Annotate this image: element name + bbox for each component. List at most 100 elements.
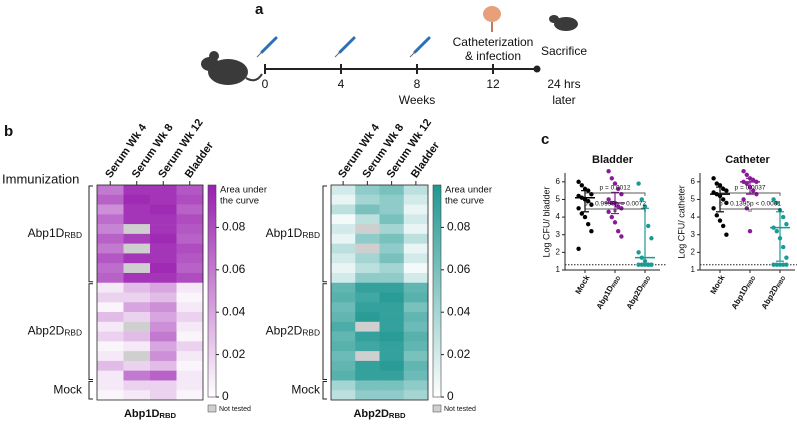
heatmap-title-main: Abp1D [124, 408, 160, 420]
heatmap-cell [379, 360, 405, 371]
heatmap-cell [355, 292, 380, 303]
heatmap-title-sub: RBD [389, 411, 406, 420]
data-point [619, 206, 624, 211]
heatmap-cell [403, 224, 429, 235]
heatmap-cell [331, 341, 356, 352]
heatmap-cell [176, 360, 204, 371]
comparison-bracket [719, 208, 750, 212]
heatmap-cell [176, 263, 204, 274]
colorbar-tick-label: 0.04 [447, 304, 471, 318]
data-point [609, 214, 614, 220]
heatmap-cell [123, 331, 151, 342]
colorbar-tick-label: 0 [222, 389, 229, 403]
bladder-icon [483, 6, 501, 32]
row-bracket [88, 185, 93, 283]
heatmap-cell [176, 233, 204, 244]
heatmap-cell [97, 370, 124, 381]
data-point [741, 197, 746, 202]
data-point [576, 179, 581, 185]
data-point [636, 181, 641, 186]
heatmap-cell [123, 185, 151, 196]
heatmap-cell [331, 370, 356, 381]
heatmap-cell [150, 351, 177, 362]
data-point [586, 199, 591, 204]
data-point [576, 206, 581, 211]
heatmap-cell [379, 321, 405, 332]
comparison-bracket [584, 192, 646, 196]
x-tick-label-sub: RBD [776, 276, 787, 290]
y-tick-label: 3 [691, 230, 696, 239]
heatmap-cell [123, 194, 151, 205]
data-point [589, 202, 594, 207]
heatmap-cell [403, 243, 429, 254]
heatmap-cell [379, 263, 405, 274]
heatmap-cell [379, 194, 405, 205]
heatmap-cell [97, 224, 124, 235]
heatmap-cell [331, 214, 356, 225]
colorbar-label: the curve [220, 196, 259, 207]
timeline-tick-label: 8 [414, 77, 421, 91]
heatmap-cell [331, 233, 356, 244]
data-point [784, 262, 789, 267]
p-value: p < 0.0001 [750, 201, 781, 208]
y-tick-label: 4 [556, 212, 561, 221]
not-tested-cell [355, 321, 380, 332]
y-axis-label: Log CFU/ catheter [676, 185, 686, 259]
heatmap-cell [150, 380, 177, 391]
heatmap-cell [97, 360, 124, 371]
heatmap-cell [123, 204, 151, 215]
data-point [589, 229, 594, 234]
heatmap-cell [97, 312, 124, 323]
data-point [639, 197, 644, 202]
heatmap-cell [379, 233, 405, 244]
heatmap-cell [355, 263, 380, 274]
heatmap-cell [355, 390, 380, 401]
heatmap-cell [331, 185, 356, 196]
heatmap-cell [176, 331, 204, 342]
heatmap-cell [97, 272, 124, 284]
data-point [721, 197, 726, 202]
heatmap-cell [123, 380, 151, 391]
data-point [612, 220, 618, 225]
heatmap-cell [331, 194, 356, 205]
heatmap-cell [331, 263, 356, 274]
heatmap-cell [331, 360, 356, 371]
x-tick-label: Mock [709, 273, 727, 296]
heatmap-cell [123, 370, 151, 381]
heatmap-cell [403, 312, 429, 323]
not-tested-cell [355, 243, 380, 254]
heatmap-cell [176, 390, 204, 401]
data-point [751, 188, 756, 193]
panel-label: c [541, 131, 549, 148]
heatmap-title: Abp1DRBD [124, 408, 177, 420]
heatmap-cell [379, 351, 405, 362]
data-point [721, 186, 726, 192]
row-bracket [88, 283, 93, 380]
heatmap-cell [403, 370, 429, 381]
heatmap-cell [379, 370, 405, 381]
heatmap-cell [150, 360, 177, 371]
data-point [744, 172, 749, 177]
data-point [771, 197, 776, 202]
heatmap-cell [123, 341, 151, 352]
y-tick-label: 2 [691, 247, 696, 256]
colorbar-label: Area under [220, 185, 267, 196]
data-point [576, 246, 581, 252]
heatmap-cell [331, 272, 356, 284]
colorbar-tick-label: 0.08 [222, 220, 246, 234]
data-point [636, 262, 641, 267]
heatmap-cell [150, 204, 177, 215]
row-group-label-main: Abp2D [28, 324, 65, 338]
syringe-icons [260, 36, 431, 54]
heatmap-cell [403, 263, 429, 274]
data-point [711, 206, 716, 211]
heatmap-cell [355, 312, 380, 323]
y-tick-label: 5 [556, 195, 561, 204]
heatmap-cell [331, 321, 356, 332]
heatmap-cell [331, 390, 356, 401]
not-tested-cell [355, 224, 380, 235]
data-point [589, 191, 594, 197]
end-label: Sacrifice [541, 44, 587, 58]
heatmap-cell [176, 185, 204, 196]
y-tick-label: 6 [691, 177, 696, 186]
